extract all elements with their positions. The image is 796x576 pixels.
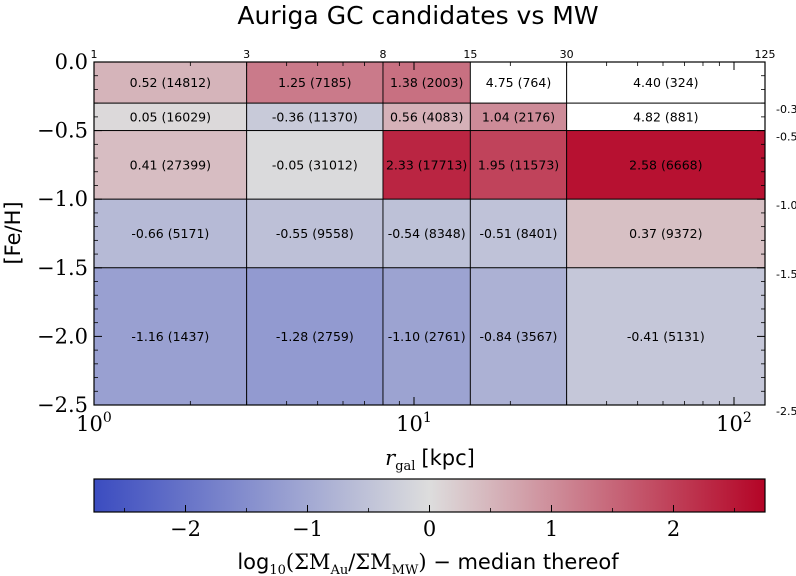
heatmap-cell <box>382 198 471 269</box>
cell-label: -1.28 (2759) <box>276 329 354 344</box>
cell-label: 4.82 (881) <box>633 109 698 124</box>
x-top-tick-label: 15 <box>463 48 477 61</box>
cell-label: -0.55 (9558) <box>276 226 354 241</box>
cell-label: 0.52 (14812) <box>130 75 211 90</box>
colorbar-tick-label: 2 <box>667 517 680 541</box>
chart-title: Auriga GC candidates vs MW <box>237 1 598 30</box>
heatmap-cell <box>469 130 568 200</box>
cell-label: -0.66 (5171) <box>131 226 209 241</box>
y-tick-label: −0.5 <box>37 119 88 143</box>
heatmap-cell <box>93 267 248 406</box>
cell-label: 1.04 (2176) <box>482 109 555 124</box>
x-top-tick-label: 1 <box>91 48 98 61</box>
cell-label: 1.95 (11573) <box>478 157 559 172</box>
y-tick-label: 0.0 <box>55 50 88 74</box>
cell-label: 0.37 (9372) <box>629 226 702 241</box>
y-right-tick-label: -2.5 <box>776 405 796 418</box>
x-tick-label: 102 <box>716 410 752 436</box>
cell-labels: 0.52 (14812) 1.25 (7185) 1.38 (2003) 4.75 (… <box>130 75 705 344</box>
y-tick-label: −2.0 <box>37 324 88 348</box>
heatmap-cell <box>382 267 471 406</box>
x-top-tick-label: 3 <box>243 48 250 61</box>
x-top-tick-label: 30 <box>560 48 574 61</box>
heatmap-cell <box>246 267 384 406</box>
y-axis-label: [Fe/H] <box>1 201 25 264</box>
cell-label: -0.41 (5131) <box>627 329 705 344</box>
cell-label: 2.58 (6668) <box>629 157 702 172</box>
cell-label: -0.54 (8348) <box>388 226 466 241</box>
colorbar-tick-label: 0 <box>423 517 436 541</box>
heatmap-cell <box>382 130 471 200</box>
y-right-tick-label: -1.5 <box>776 268 796 281</box>
heatmap-cell <box>93 61 248 104</box>
heatmap-cell <box>469 198 568 269</box>
cell-label: 0.05 (16029) <box>130 109 211 124</box>
y-tick-label: −1.0 <box>37 187 88 211</box>
heatmap-cells <box>93 61 766 406</box>
cell-label: 0.41 (27399) <box>130 157 211 172</box>
x-tick-label: 100 <box>76 410 112 436</box>
y-tick-label: −2.5 <box>37 393 88 417</box>
cell-label: 1.25 (7185) <box>278 75 351 90</box>
cell-label: -1.10 (2761) <box>388 329 466 344</box>
y-tick-label: −1.5 <box>37 256 88 280</box>
colorbar-tick-label: 1 <box>545 517 558 541</box>
x-tick-label: 101 <box>396 410 432 436</box>
colorbar-label: log10(ΣMAu/ΣMMW) − median thereof <box>237 550 619 576</box>
axes: 1 3 8 15 30 125 -0.3 -0.5 -1.0 -1.5 -2.5 0.0 −0.5 −1.… <box>37 48 796 436</box>
cell-label: -1.16 (1437) <box>131 329 209 344</box>
y-right-tick-label: -0.3 <box>776 103 796 116</box>
cell-label: -0.36 (11370) <box>272 109 358 124</box>
heatmap-cell <box>246 198 384 269</box>
cell-label: 0.56 (4083) <box>390 109 463 124</box>
heatmap-cell <box>566 130 766 200</box>
y-right-tick-label: -1.0 <box>776 199 796 212</box>
plot-frame <box>93 61 766 406</box>
cell-label: 4.40 (324) <box>633 75 698 90</box>
heatmap-cell <box>246 61 384 104</box>
colorbar-ticks: −2 −1 0 1 2 <box>124 505 735 541</box>
heatmap-cell <box>382 102 471 132</box>
cell-label: -0.05 (31012) <box>272 157 358 172</box>
cell-label: -0.84 (3567) <box>480 329 558 344</box>
heatmap-cell <box>566 61 766 104</box>
heatmap-cell <box>246 130 384 200</box>
x-axis-label: rgal [kpc] <box>385 446 475 474</box>
x-top-tick-label: 8 <box>379 48 386 61</box>
heatmap-cell <box>469 61 568 104</box>
colorbar-tick-label: −2 <box>170 517 201 541</box>
cell-label: -0.51 (8401) <box>480 226 558 241</box>
cell-label: 4.75 (764) <box>486 75 551 90</box>
cell-label: 2.33 (17713) <box>386 157 467 172</box>
heatmap-cell <box>566 267 766 406</box>
heatmap-cell <box>566 198 766 269</box>
heatmap-cell <box>566 102 766 132</box>
y-right-tick-label: -0.5 <box>776 131 796 144</box>
colorbar-tick-label: −1 <box>292 517 323 541</box>
x-top-tick-label: 125 <box>755 48 776 61</box>
cell-label: 1.38 (2003) <box>390 75 463 90</box>
